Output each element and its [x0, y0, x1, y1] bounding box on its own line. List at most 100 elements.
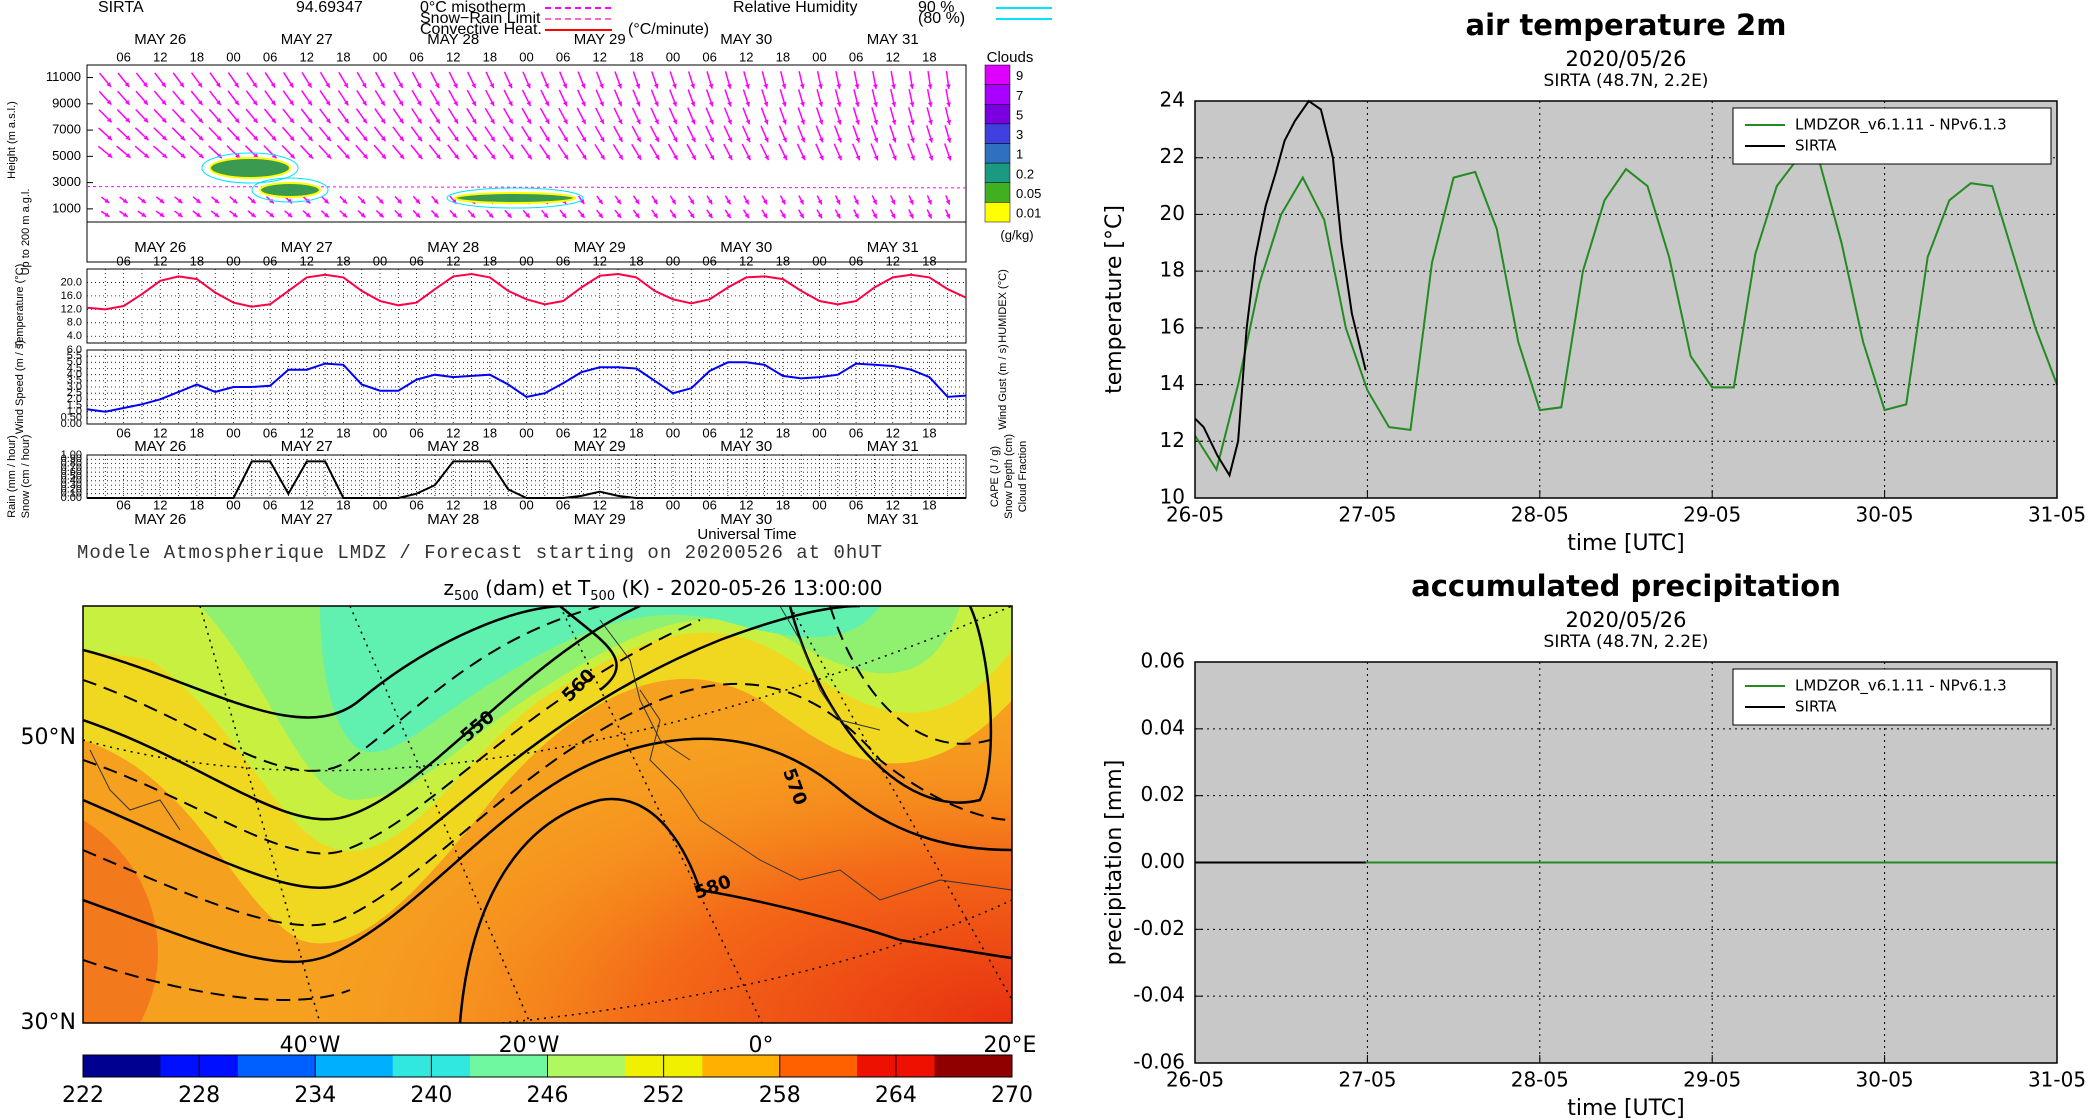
wind-arrow-head	[490, 118, 495, 124]
wind-arrow-head	[198, 135, 204, 141]
series-line	[86, 272, 967, 311]
wind-arrow	[429, 126, 441, 142]
wind-arrow-head	[727, 119, 732, 125]
wind-arrow	[466, 89, 477, 107]
wind-arrow-head	[636, 119, 641, 125]
parallel	[83, 606, 1012, 772]
wind-arrow-head	[671, 199, 676, 205]
wind-arrow	[244, 145, 259, 159]
contour	[829, 606, 991, 745]
wind-arrow-head	[234, 82, 239, 88]
hour-label: 18	[483, 49, 497, 64]
wind-arrow-head	[434, 83, 440, 89]
wind-arrow	[927, 70, 933, 90]
wind-arrow	[779, 209, 787, 219]
wind-arrow	[410, 144, 423, 160]
y-tick-label: 7000	[52, 122, 81, 137]
colorbar-label: 246	[527, 1083, 569, 1108]
wind-arrow	[872, 71, 878, 89]
hour-label: 00	[373, 253, 387, 268]
wind-arrow-head	[380, 82, 385, 88]
wind-arrow	[373, 126, 387, 142]
wind-arrow-head	[398, 118, 404, 124]
legend-label: Relative Humidity	[733, 0, 857, 16]
wind-arrow	[890, 195, 896, 205]
wind-arrow-head	[635, 83, 641, 89]
hour-label: 06	[116, 253, 130, 268]
wind-arrow	[318, 126, 332, 142]
axis-label: Temperature (°C)	[14, 264, 26, 348]
series-line	[86, 361, 967, 413]
axis-label: Height (m a.s.l.)	[6, 101, 18, 179]
wind-arrow-head	[581, 154, 587, 160]
wind-arrow	[908, 70, 915, 90]
hour-label: 12	[593, 49, 607, 64]
contour	[83, 619, 701, 855]
wind-arrow-head	[143, 99, 148, 105]
wind-arrow	[448, 89, 459, 107]
wind-arrow-head	[891, 137, 897, 143]
wind-arrow-head	[396, 198, 402, 204]
hour-label: 18	[190, 497, 204, 512]
axis-label: Snow Depth (cm)	[1003, 434, 1015, 519]
wind-arrow-head	[727, 137, 733, 143]
wind-arrow-head	[214, 198, 219, 204]
wind-arrow-head	[781, 199, 786, 205]
hour-label: 18	[190, 49, 204, 64]
wind-arrow-head	[617, 83, 622, 89]
wind-arrow	[888, 143, 897, 161]
wind-arrow-head	[598, 199, 603, 205]
colorbar-bin	[83, 1055, 161, 1077]
wind-arrow-head	[781, 83, 787, 89]
wind-arrow	[724, 195, 732, 205]
y-tick-label: 0.00	[1140, 849, 1185, 873]
x-tick-label: 27-05	[1338, 1068, 1396, 1092]
wind-arrow-head	[909, 199, 914, 205]
colorbar-bin	[779, 1055, 858, 1077]
wind-arrow-head	[250, 212, 256, 218]
wind-arrow	[815, 143, 824, 161]
wind-arrow-head	[872, 84, 878, 89]
cloud	[454, 192, 576, 204]
wind-arrow	[100, 210, 110, 218]
wind-arrow-head	[323, 212, 329, 218]
wind-arrow-head	[489, 83, 494, 89]
wind-arrow	[431, 195, 439, 205]
wind-arrow	[614, 71, 622, 89]
wind-arrow	[669, 89, 677, 107]
wind-arrow	[778, 143, 788, 161]
hour-label: 06	[116, 497, 130, 512]
wind-arrow	[613, 107, 623, 125]
wind-arrow-head	[361, 82, 367, 88]
wind-arrow	[355, 126, 368, 142]
wind-arrow	[98, 90, 112, 106]
wind-arrow-head	[654, 154, 660, 160]
wind-arrow	[926, 195, 933, 205]
hour-label: 18	[922, 425, 936, 440]
wind-arrow	[100, 196, 110, 204]
wind-arrow	[429, 89, 441, 107]
wind-arrow	[355, 144, 369, 160]
wind-arrow	[135, 72, 149, 88]
colorbar-label: 234	[294, 1083, 336, 1108]
wind-arrow	[263, 126, 277, 142]
wind-arrow-head	[508, 136, 514, 142]
wind-arrow-head	[690, 101, 696, 107]
coastline	[639, 689, 1012, 901]
wind-arrow	[356, 90, 368, 106]
wind-arrow-head	[343, 100, 349, 106]
wind-arrow	[796, 143, 806, 161]
wind-arrow-head	[746, 155, 751, 161]
wind-arrow-head	[433, 198, 439, 204]
wind-arrow	[192, 196, 202, 204]
wind-arrow	[336, 144, 350, 160]
colorbar-label: 270	[991, 1083, 1033, 1108]
wind-arrow	[632, 195, 640, 205]
wind-arrow-head	[579, 199, 585, 205]
wind-arrow-head	[305, 212, 311, 218]
wind-arrow-head	[800, 137, 806, 143]
wind-arrow-head	[581, 136, 586, 142]
wind-arrow-head	[855, 137, 860, 143]
colorbar-bin	[984, 84, 1011, 105]
wind-arrow-head	[253, 135, 258, 141]
